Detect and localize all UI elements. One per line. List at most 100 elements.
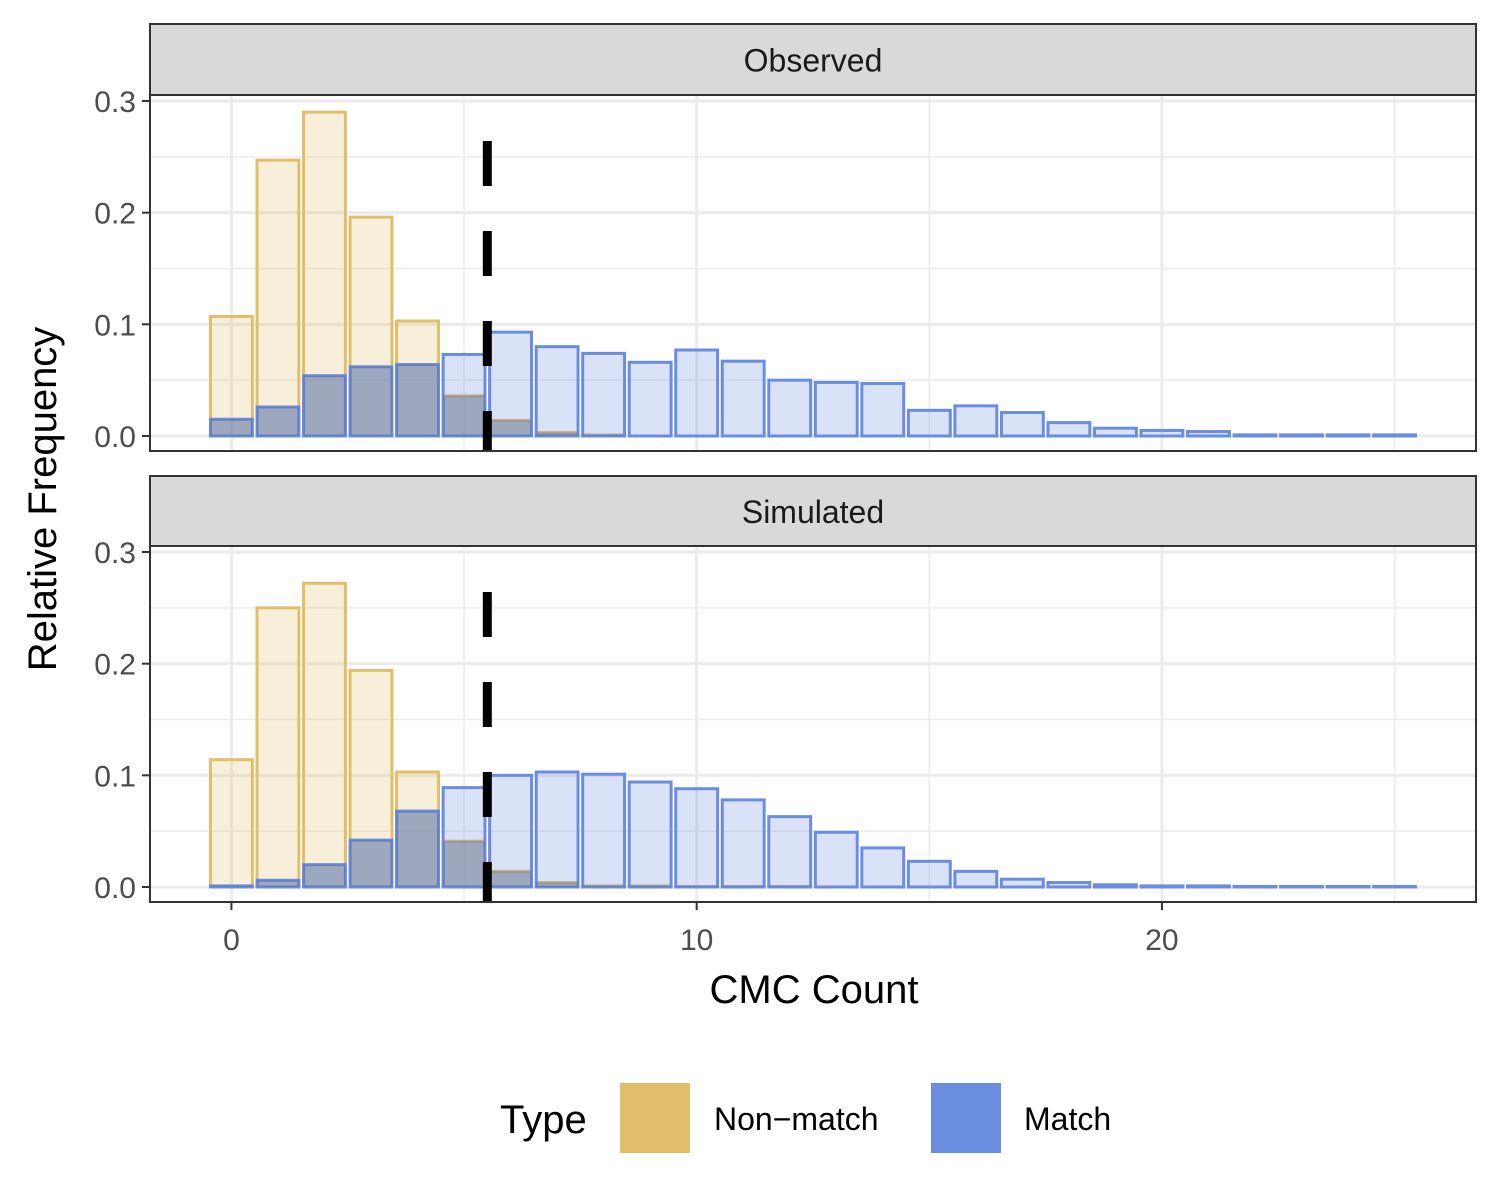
y-tick-label: 0.0 bbox=[94, 421, 136, 454]
overlap-bar bbox=[489, 420, 532, 436]
match-bar bbox=[441, 352, 487, 438]
y-tick-label: 0.1 bbox=[94, 760, 136, 793]
panel-background bbox=[150, 95, 1476, 451]
overlap-bars bbox=[210, 811, 811, 887]
overlap-bar bbox=[210, 885, 253, 887]
match-bar bbox=[488, 330, 534, 438]
facet-label: Simulated bbox=[742, 494, 884, 530]
match-bar bbox=[1372, 884, 1418, 889]
x-tick-label: 0 bbox=[223, 924, 240, 957]
x-tick-label: 10 bbox=[680, 924, 713, 957]
nonmatch-bar bbox=[255, 158, 301, 438]
match-bar bbox=[255, 878, 301, 889]
overlap-bar bbox=[443, 841, 485, 887]
legend-key-nonmatch bbox=[620, 1083, 690, 1153]
nonmatch-bar bbox=[348, 668, 394, 889]
legend-title: Type bbox=[500, 1098, 587, 1142]
match-bar bbox=[488, 773, 534, 889]
match-bar bbox=[348, 365, 394, 438]
match-bar bbox=[813, 380, 859, 438]
match-bar bbox=[767, 378, 813, 438]
match-bar bbox=[860, 382, 906, 438]
overlap-bar bbox=[536, 882, 579, 887]
match-bar bbox=[674, 348, 720, 438]
match-bars bbox=[208, 770, 1418, 889]
overlap-bar bbox=[443, 395, 485, 436]
match-bar bbox=[581, 351, 627, 438]
match-bar bbox=[1046, 881, 1092, 889]
x-axis: 0 10 20 bbox=[223, 902, 1179, 957]
facet-strip bbox=[149, 23, 1477, 96]
match-bar bbox=[1372, 433, 1418, 438]
match-bar bbox=[1092, 426, 1138, 438]
legend-label-nonmatch: Non−match bbox=[714, 1101, 879, 1137]
match-bar bbox=[1092, 883, 1138, 889]
match-bar bbox=[1139, 428, 1185, 438]
match-bar bbox=[860, 846, 906, 889]
match-bar bbox=[1279, 433, 1324, 438]
legend-key-match bbox=[931, 1083, 1001, 1153]
x-axis-label: CMC Count bbox=[710, 968, 919, 1012]
y-tick-label: 0.3 bbox=[94, 86, 136, 119]
overlap-bar bbox=[768, 886, 811, 887]
match-bar bbox=[534, 345, 580, 438]
nonmatch-bar bbox=[255, 606, 301, 889]
match-bar bbox=[813, 830, 859, 889]
match-bar bbox=[581, 772, 627, 889]
match-bar bbox=[627, 360, 673, 438]
match-bar bbox=[395, 363, 440, 438]
overlap-bar bbox=[350, 366, 392, 436]
match-bars bbox=[208, 330, 1418, 438]
facet-strip bbox=[149, 475, 1477, 547]
overlap-bars bbox=[210, 364, 625, 436]
y-tick-label: 0.3 bbox=[94, 537, 136, 570]
match-bar bbox=[720, 798, 766, 889]
legend-label-match: Match bbox=[1024, 1101, 1111, 1137]
match-bar bbox=[208, 417, 254, 438]
match-bar bbox=[1046, 421, 1092, 438]
match-bar bbox=[441, 786, 487, 889]
match-bar bbox=[302, 863, 347, 889]
overlap-bar bbox=[257, 406, 299, 436]
overlap-bar bbox=[350, 840, 392, 887]
match-bar bbox=[627, 780, 673, 889]
nonmatch-bar bbox=[208, 758, 254, 889]
match-bar bbox=[1232, 884, 1278, 889]
match-bar bbox=[302, 374, 347, 438]
match-bar bbox=[255, 405, 301, 438]
match-bar bbox=[999, 411, 1045, 438]
y-tick-label: 0.1 bbox=[94, 309, 136, 342]
match-bar bbox=[953, 869, 999, 889]
match-bar bbox=[1325, 884, 1371, 889]
match-bar bbox=[208, 884, 254, 889]
match-bar bbox=[953, 404, 999, 438]
match-bar bbox=[767, 815, 813, 889]
match-bar bbox=[1325, 433, 1371, 438]
overlap-bar bbox=[722, 886, 765, 887]
overlap-bar bbox=[257, 880, 299, 887]
nonmatch-bar bbox=[348, 215, 394, 438]
overlap-bar bbox=[582, 885, 625, 887]
match-bar bbox=[906, 859, 952, 889]
match-bar bbox=[1186, 884, 1231, 889]
match-bar bbox=[1139, 884, 1185, 889]
overlap-bar bbox=[303, 375, 346, 436]
overlap-bar bbox=[629, 885, 672, 887]
panel-observed: Observed 0.0 0.1 0.2 0.3 bbox=[94, 23, 1477, 454]
overlap-bar bbox=[396, 364, 439, 436]
overlap-bar bbox=[582, 434, 625, 436]
nonmatch-bar bbox=[302, 581, 347, 889]
overlap-bar bbox=[303, 864, 346, 887]
legend: Type Non−match Match bbox=[500, 1083, 1111, 1153]
overlap-bar bbox=[489, 871, 532, 887]
overlap-bar bbox=[210, 419, 253, 436]
y-tick-label: 0.2 bbox=[94, 649, 136, 682]
match-bar bbox=[1232, 433, 1278, 438]
y-tick-label: 0.2 bbox=[94, 198, 136, 231]
match-bar bbox=[720, 359, 766, 438]
x-tick-label: 20 bbox=[1145, 924, 1178, 957]
match-bar bbox=[348, 838, 394, 889]
match-bar bbox=[1279, 884, 1324, 889]
overlap-bar bbox=[536, 432, 579, 436]
